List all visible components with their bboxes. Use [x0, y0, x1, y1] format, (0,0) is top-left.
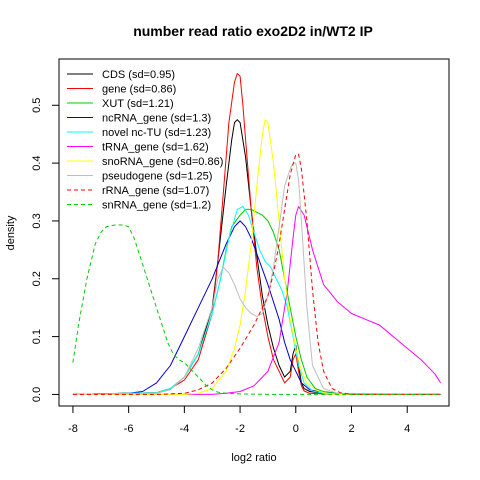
legend-label: gene (sd=0.86)	[102, 84, 176, 96]
x-axis: -8 -6 -4 -2 0 2 4	[68, 405, 410, 435]
legend-label: rRNA_gene (sd=1.07)	[102, 185, 209, 197]
y-tick-label: 0.3	[31, 213, 43, 228]
legend-label: CDS (sd=0.95)	[102, 69, 175, 81]
series-line	[72, 119, 441, 395]
x-tick-label: 4	[404, 423, 410, 435]
chart-title: number read ratio exo2D2 in/WT2 IP	[133, 23, 373, 39]
x-tick-label: -8	[68, 423, 78, 435]
legend-label: ncRNA_gene (sd=1.3)	[102, 113, 211, 125]
series-line	[72, 162, 441, 395]
series-line	[72, 206, 441, 395]
series-lines	[72, 73, 442, 395]
legend-label: XUT (sd=1.21)	[102, 98, 174, 110]
y-tick-label: 0.4	[31, 155, 43, 170]
legend-label: pseudogene (sd=1.25)	[102, 171, 212, 183]
x-tick-label: -2	[235, 423, 245, 435]
x-axis-label: log2 ratio	[231, 452, 276, 464]
series-line	[72, 206, 442, 395]
legend: CDS (sd=0.95) gene (sd=0.86) XUT (sd=1.21)…	[67, 69, 223, 212]
x-tick-label: -4	[179, 423, 189, 435]
legend-label: tRNA_gene (sd=1.62)	[102, 142, 209, 154]
series-line	[72, 220, 441, 395]
y-axis: 0.0 0.1 0.2 0.3 0.4 0.5	[31, 98, 60, 402]
y-tick-label: 0.0	[31, 387, 43, 402]
legend-label: novel nc-TU (sd=1.23)	[102, 127, 211, 139]
legend-label: snRNA_gene (sd=1.2)	[102, 200, 211, 212]
series-line	[72, 224, 441, 395]
legend-label: snoRNA_gene (sd=0.86)	[102, 156, 223, 168]
y-tick-label: 0.5	[31, 98, 43, 113]
x-tick-label: 0	[293, 423, 299, 435]
x-tick-label: -6	[124, 423, 134, 435]
y-axis-label: density	[5, 215, 17, 250]
y-tick-label: 0.2	[31, 271, 43, 286]
x-tick-label: 2	[348, 423, 354, 435]
series-line	[72, 153, 441, 395]
y-tick-label: 0.1	[31, 329, 43, 344]
series-line	[72, 208, 441, 395]
